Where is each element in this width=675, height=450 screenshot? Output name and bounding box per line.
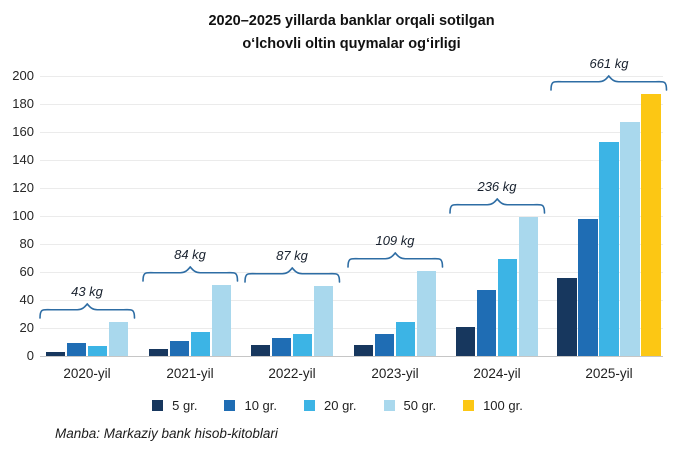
source-note: Manba: Markaziy bank hisob-kitoblari xyxy=(55,426,278,441)
y-axis-tick-label: 160 xyxy=(12,124,34,139)
total-annotation-2023-yil: 109 kg xyxy=(375,232,415,248)
y-axis-tick-label: 120 xyxy=(12,180,34,195)
total-brace-2024-yil xyxy=(448,198,546,215)
legend-label: 5 gr. xyxy=(172,398,198,413)
gridline xyxy=(40,104,663,105)
bar-2025-yil-100gr xyxy=(641,94,661,356)
legend-swatch-icon xyxy=(224,400,236,411)
x-axis-label-2020-yil: 2020-yil xyxy=(63,366,111,381)
chart-title: 2020–2025 yillarda banklar orqali sotilg… xyxy=(40,10,663,56)
bar-2024-yil-50gr xyxy=(518,217,539,356)
total-annotation-2022-yil: 87 kg xyxy=(276,248,308,263)
gridline xyxy=(40,300,663,301)
bar-2022-yil-5gr xyxy=(250,344,271,356)
x-axis-label-2023-yil: 2023-yil xyxy=(371,366,419,381)
x-axis-label-2022-yil: 2022-yil xyxy=(268,366,316,381)
gridline xyxy=(40,216,663,217)
legend-label: 50 gr. xyxy=(403,398,437,413)
x-axis-line xyxy=(40,356,663,357)
bar-2025-yil-20gr xyxy=(599,141,619,356)
y-axis-tick-label: 60 xyxy=(19,264,34,279)
total-annotation-2024-yil: 236 kg xyxy=(477,179,517,195)
total-annotation-2021-yil: 84 kg xyxy=(174,246,206,262)
y-axis-tick-label: 180 xyxy=(12,96,34,111)
legend-swatch-icon xyxy=(463,400,475,411)
bar-2025-yil-10gr xyxy=(578,218,598,356)
bar-2025-yil-50gr xyxy=(620,122,640,356)
legend-item-20gr: 20 gr. xyxy=(304,398,357,413)
chart-legend: 5 gr. 10 gr. 20 gr. 50 gr. 100 gr. xyxy=(0,398,675,413)
chart-title-line1: 2020–2025 yillarda banklar orqali sotilg… xyxy=(208,13,495,29)
bar-2023-yil-20gr xyxy=(395,322,416,356)
x-axis-label-2025-yil: 2025-yil xyxy=(585,366,633,381)
chart-title-line2: o‘lchovli oltin quymalar og‘irligi xyxy=(242,36,461,52)
bar-2024-yil-5gr xyxy=(455,326,476,356)
legend-label: 20 gr. xyxy=(324,398,357,413)
bar-2020-yil-10gr xyxy=(66,343,87,356)
y-axis-tick-label: 100 xyxy=(12,208,34,223)
bar-2020-yil-50gr xyxy=(108,322,129,356)
bar-2020-yil-20gr xyxy=(87,346,108,356)
bar-2022-yil-20gr xyxy=(292,333,313,356)
bar-2021-yil-5gr xyxy=(148,349,169,356)
gridline xyxy=(40,328,663,329)
legend-item-50gr: 50 gr. xyxy=(383,398,437,413)
y-axis-tick-label: 80 xyxy=(19,236,34,251)
bar-2021-yil-50gr xyxy=(211,284,232,356)
total-annotation-2020-yil: 43 kg xyxy=(71,284,103,300)
y-axis-tick-label: 40 xyxy=(19,292,34,307)
bar-2023-yil-10gr xyxy=(374,333,395,356)
x-axis-label-2024-yil: 2024-yil xyxy=(473,366,521,381)
legend-item-5gr: 5 gr. xyxy=(152,398,197,413)
y-axis-tick-label: 0 xyxy=(26,348,34,363)
legend-swatch-icon xyxy=(304,400,315,411)
bar-2024-yil-20gr xyxy=(497,259,518,356)
legend-label: 10 gr. xyxy=(244,398,277,413)
legend-swatch-icon xyxy=(152,400,164,411)
total-brace-2021-yil xyxy=(141,265,239,282)
gridline xyxy=(40,160,663,161)
total-brace-2023-yil xyxy=(346,251,444,268)
legend-item-100gr: 100 gr. xyxy=(463,398,523,413)
gridline xyxy=(40,244,663,245)
total-brace-2025-yil xyxy=(550,75,668,91)
x-axis-label-2021-yil: 2021-yil xyxy=(166,366,214,381)
y-axis-tick-label: 200 xyxy=(12,68,34,83)
bar-2021-yil-20gr xyxy=(190,332,211,356)
bar-2020-yil-5gr xyxy=(45,351,66,356)
total-annotation-2025-yil: 661 kg xyxy=(589,56,629,72)
bar-2022-yil-10gr xyxy=(271,337,292,356)
gridline xyxy=(40,188,663,189)
y-axis-tick-label: 20 xyxy=(19,320,34,335)
bar-2021-yil-10gr xyxy=(169,340,190,356)
legend-swatch-icon xyxy=(383,400,395,411)
gridline xyxy=(40,132,663,133)
bar-2023-yil-5gr xyxy=(353,344,374,356)
legend-item-10gr: 10 gr. xyxy=(224,398,277,413)
bar-2022-yil-50gr xyxy=(313,286,334,356)
gridline xyxy=(40,272,663,273)
total-brace-2020-yil xyxy=(38,303,136,320)
bar-2024-yil-10gr xyxy=(476,290,497,356)
gridline xyxy=(40,76,663,77)
legend-label: 100 gr. xyxy=(483,398,523,413)
y-axis-tick-label: 140 xyxy=(12,152,34,167)
total-brace-2022-yil xyxy=(243,266,341,283)
bar-2023-yil-50gr xyxy=(416,270,437,356)
bar-2025-yil-5gr xyxy=(557,277,577,356)
